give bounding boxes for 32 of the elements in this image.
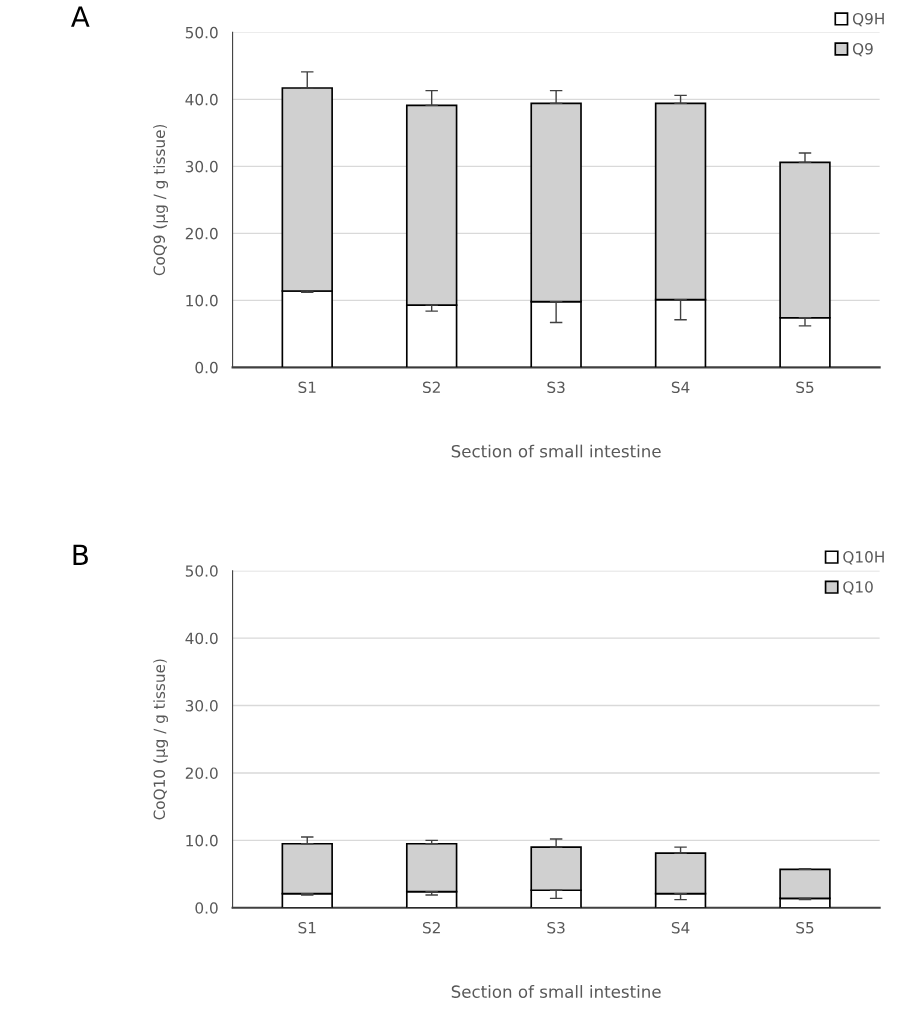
x-tick-label: S2 (422, 381, 440, 394)
text: B (73, 544, 88, 565)
y-tick-label: 40.0 (185, 93, 218, 106)
y-tick-label: 0.0 (195, 361, 218, 374)
y-tick-label: 20.0 (185, 767, 218, 779)
x-tick-label: S5 (796, 921, 814, 934)
x-tick-label: S3 (547, 921, 565, 934)
y-tick-label: 10.0 (186, 294, 218, 307)
y-tick-label: 50.0 (185, 26, 218, 39)
x-tick-label: S4 (671, 381, 690, 394)
x-tick-label: S2 (422, 921, 440, 934)
y-tick-label: 30.0 (185, 700, 218, 712)
y-tick-label: 20.0 (185, 227, 218, 240)
x-axis-title: Section of small intestine (451, 444, 661, 458)
x-tick-label: S4 (671, 921, 690, 934)
y-axis-title: CoQ9 (μg / g tissue) (153, 124, 169, 276)
y-tick-label: 30.0 (185, 160, 218, 173)
legend-label: Q9 (852, 42, 873, 57)
y-axis-title: CoQ10 (μg / g tissue) (153, 659, 169, 820)
x-tick-label: S1 (298, 381, 316, 394)
legend-label: Q9H (852, 12, 884, 27)
y-tick-label: 40.0 (185, 632, 218, 645)
x-tick-label: S1 (298, 921, 316, 934)
x-tick-label: S3 (547, 381, 565, 394)
y-tick-label: 50.0 (185, 565, 218, 577)
legend-label: Q10 (843, 581, 873, 595)
x-tick-label: S5 (796, 381, 814, 394)
text: A (71, 6, 90, 27)
x-axis-title: Section of small intestine (451, 985, 661, 998)
legend-label: Q10H (843, 551, 884, 565)
y-tick-label: 0.0 (195, 902, 218, 914)
y-tick-label: 10.0 (186, 834, 218, 847)
